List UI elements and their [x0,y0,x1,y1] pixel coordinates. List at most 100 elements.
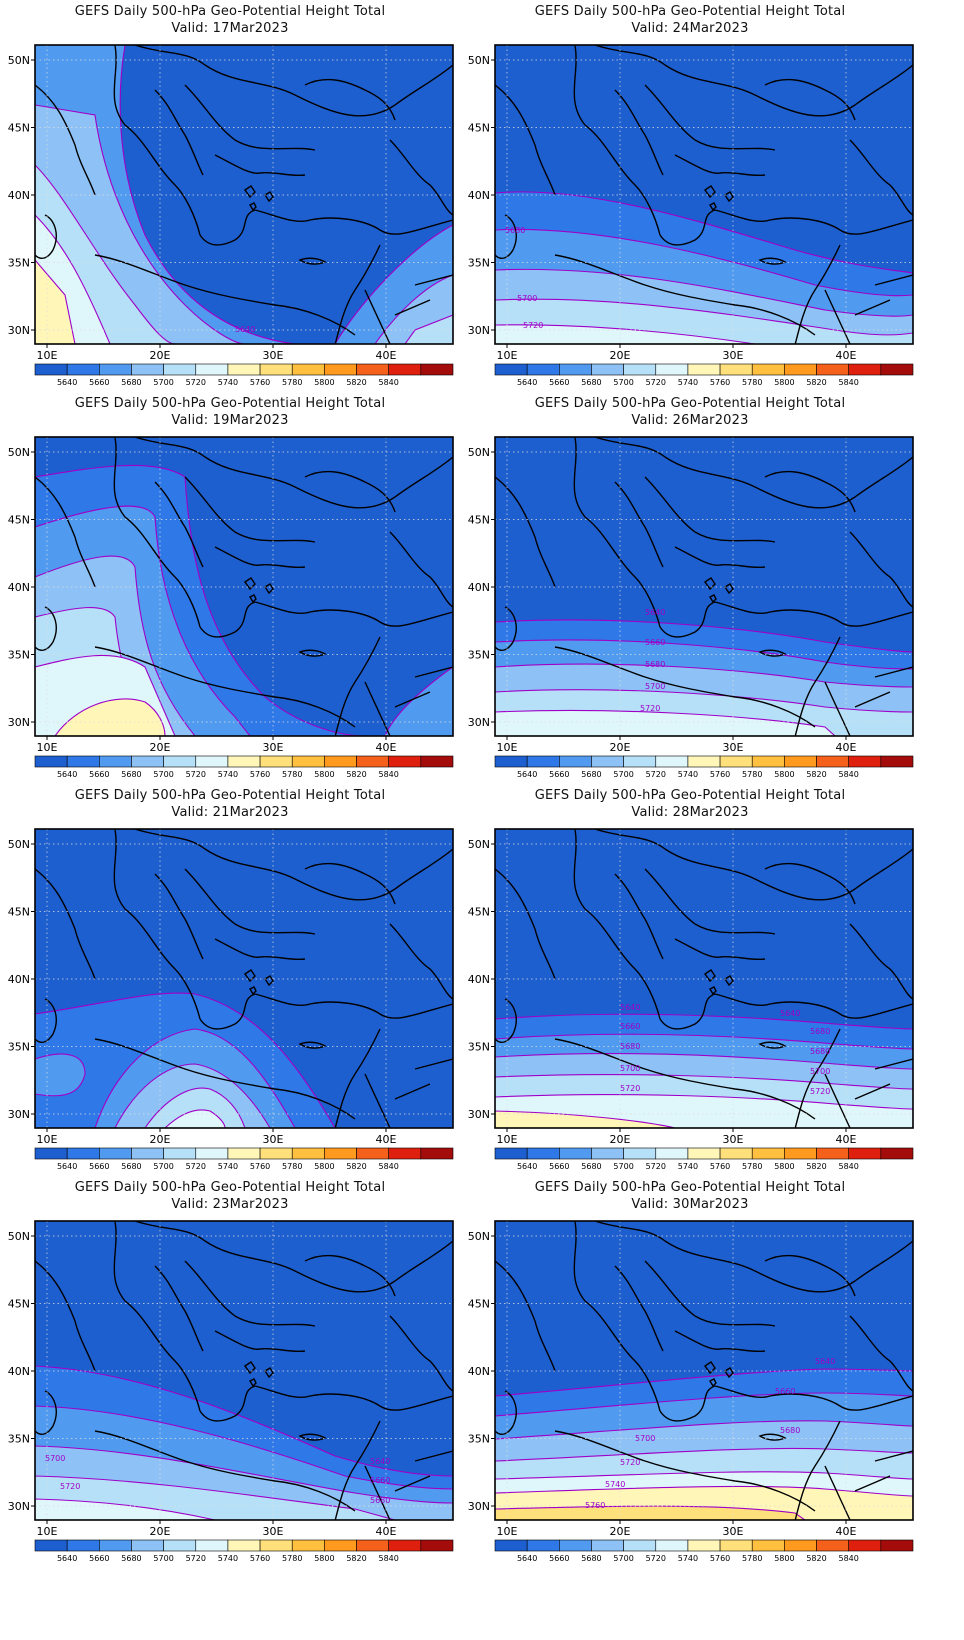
coastline [495,84,556,196]
map-area: 5700 5720 5640 5660 5680 [35,1221,453,1520]
contour-label: 5720 [523,321,543,330]
coastline [554,254,816,336]
coastline [364,274,453,344]
contour-label: 5740 [605,1480,625,1489]
coastline [35,214,57,259]
map-svg: 50N 45N 40N 35N 30N 10E 20E 30E 40E 5640 5660 5680 5… [8,436,454,779]
colorbar-swatch [291,363,325,376]
colorbar-swatch [494,755,528,768]
colorbar-label: 5760 [250,1162,270,1171]
colorbar-swatch [591,1539,624,1552]
coastline [154,89,204,176]
colorbar-swatch [687,755,721,768]
colorbar-swatch [163,1147,197,1160]
coastline [849,531,913,608]
coastline [35,998,57,1043]
contour-label: 5640 [370,1457,390,1466]
colorbar-swatch [356,1539,389,1552]
x-tick-label: 40E [836,1525,857,1538]
colorbar-label: 5640 [517,1554,537,1563]
coastline [764,1254,856,1297]
contour-band [54,698,166,736]
colorbar-swatch [623,1147,657,1160]
colorbar-swatch [324,363,357,376]
coastline [495,214,517,259]
coastline [298,649,327,657]
colorbar-swatch [494,1147,528,1160]
x-tick-label: 30E [723,349,744,362]
map-panel: GEFS Daily 500-hPa Geo-Potential Height … [0,392,460,792]
coastline [714,601,913,627]
colorbar-swatch [559,755,592,768]
colorbar-swatch [420,363,454,376]
colorbar-swatch [66,1147,100,1160]
map-area: 5640 5660 5680 5700 5720 5640 5680 5680 5700 5720 [495,829,913,1128]
contour-label: 5640 [780,1009,800,1018]
colorbar-label: 5740 [678,770,698,779]
map-panel: GEFS Daily 500-hPa Geo-Potential Height … [0,0,460,400]
colorbar-swatch [751,363,785,376]
colorbar-label: 5840 [839,378,859,387]
colorbar-label: 5760 [710,1554,730,1563]
contour-label: 5640 [235,325,255,334]
panel-valid-date: Valid: 24Mar2023 [631,21,749,36]
y-tick-label: 30N [8,1500,30,1513]
coastline [199,601,256,638]
panel-title-text: GEFS Daily 500-hPa Geo-Potential Height … [74,4,386,19]
contour-label: 5720 [810,1087,830,1096]
coastline [389,139,453,216]
coastline [244,577,274,604]
coastline [495,476,556,588]
x-tick-label: 30E [263,741,284,754]
map-panel: GEFS Daily 500-hPa Geo-Potential Height … [460,392,920,792]
x-tick-label: 20E [150,1525,171,1538]
colorbar-label: 5820 [806,378,826,387]
coastline [94,1430,356,1512]
colorbar-label: 5780 [742,1162,762,1171]
colorbar-label: 5780 [282,1554,302,1563]
x-tick-label: 10E [497,1525,518,1538]
x-tick-label: 30E [263,1525,284,1538]
y-tick-label: 40N [468,189,490,202]
colorbar-swatch [356,755,389,768]
coastline [298,1433,327,1441]
colorbar-label: 5780 [742,378,762,387]
coastline [113,829,201,1020]
colorbar-swatch [655,1539,689,1552]
y-tick-label: 50N [468,446,490,459]
colorbar-swatch [324,1147,357,1160]
colorbar-swatch [784,1539,817,1552]
colorbar-label: 5740 [678,1554,698,1563]
contour-label: 5660 [620,1022,640,1031]
colorbar-swatch [324,755,357,768]
coastline [704,577,734,604]
coastline [184,84,316,151]
colorbar-label: 5660 [549,770,569,779]
coastline [644,1260,776,1327]
colorbar-swatch [420,1539,454,1552]
coastline [594,1221,913,1293]
x-tick-label: 40E [836,1133,857,1146]
colorbar-label: 5660 [549,1554,569,1563]
coastline [495,998,517,1043]
colorbar-swatch [388,1147,422,1160]
colorbar-label: 5820 [346,1162,366,1171]
coastline [594,829,913,901]
colorbar-swatch [591,363,624,376]
panel-title: GEFS Daily 500-hPa Geo-Potential Height … [460,395,920,429]
x-tick-label: 10E [37,349,58,362]
map-svg: 50N 45N 40N 35N 30N 10E 20E 30E 40E 5640 5660 5680 5… [8,828,454,1171]
coastline [254,1385,453,1411]
coastline [334,1028,381,1128]
contour-label: 5640 [815,1357,835,1366]
y-tick-label: 40N [468,581,490,594]
coastline [364,1058,453,1128]
map-panel: GEFS Daily 500-hPa Geo-Potential Height … [460,0,920,400]
coastline [389,531,453,608]
y-tick-label: 50N [8,1230,30,1243]
colorbar-swatch [559,1147,592,1160]
colorbar-label: 5800 [774,770,794,779]
colorbar-label: 5700 [153,1162,173,1171]
coastline [214,938,306,961]
colorbar-swatch [131,755,164,768]
